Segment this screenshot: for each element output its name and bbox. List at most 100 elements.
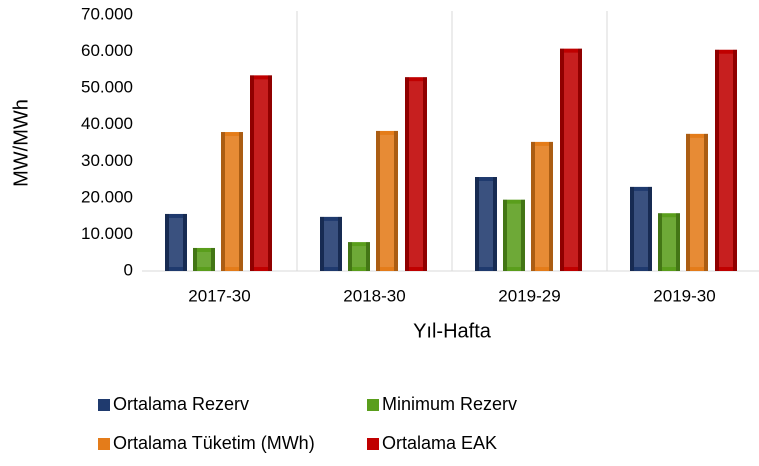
y-tick-label: 50.000 [81,78,133,97]
bar-highlight [507,203,521,267]
legend-swatch [98,399,110,411]
bar-shade [239,132,243,271]
bar-body [686,133,708,271]
legend-swatch [367,438,379,450]
y-tick-label: 0 [124,260,133,279]
y-tick-label: 30.000 [81,151,133,170]
bar-highlight [634,190,648,267]
bar-highlight [409,81,423,268]
bar [376,130,398,271]
bar [531,141,553,271]
bar-shade [549,141,553,271]
bar-shade [715,49,719,271]
bar-body [348,242,370,271]
bar-body [715,49,737,271]
legend-label: Minimum Rezerv [382,394,517,414]
legend-swatch [367,399,379,411]
bar-shade [268,75,272,271]
bar-body [221,132,243,271]
bar [630,186,652,271]
bar-body [320,216,342,271]
bar-shade [676,213,680,271]
bar-highlight [169,217,183,267]
bar-shade [193,247,197,271]
x-tick-label: 2018-30 [343,286,405,305]
bar-highlight [197,251,211,267]
legend-label: Ortalama Rezerv [113,394,249,414]
x-axis-title: Yıl-Hafta [413,320,492,342]
bar [348,242,370,271]
bar-shade [250,75,254,271]
bar-shade [475,177,479,271]
bar [560,48,582,271]
bar [250,75,272,271]
y-tick-label: 10.000 [81,224,133,243]
bar-shade [658,213,662,271]
bar-body [193,247,215,271]
bar-shade [531,141,535,271]
bar-body [560,48,582,271]
bar-body [503,199,525,271]
bar-shade [165,213,169,271]
bar-shade [405,77,409,272]
bar [221,132,243,271]
bar-shade [423,77,427,272]
bar-shade [221,132,225,271]
bar-shade [394,130,398,271]
bar-highlight [564,52,578,267]
bar-shade [348,242,352,271]
bar-body [165,213,187,271]
x-tick-label: 2019-30 [653,286,715,305]
y-tick-label: 40.000 [81,114,133,133]
legend-label: Ortalama EAK [382,433,497,453]
bar [686,133,708,271]
bar-body [531,141,553,271]
bar-body [475,177,497,271]
bar-highlight [479,181,493,267]
x-tick-label: 2019-29 [498,286,560,305]
bar-highlight [324,220,338,267]
bar-shade [338,216,342,271]
bar-shade [376,130,380,271]
bar-shade [503,199,507,271]
x-tick-label: 2017-30 [188,286,250,305]
bar-shade [560,48,564,271]
bar-shade [648,186,652,271]
bar [165,213,187,271]
bar-shade [733,49,737,271]
y-tick-label: 20.000 [81,187,133,206]
bar [475,177,497,271]
bar-body [658,213,680,271]
bar-highlight [225,136,239,267]
bar [320,216,342,271]
y-tick-label: 60.000 [81,41,133,60]
bar-shade [686,133,690,271]
bar-shade [493,177,497,271]
y-tick-label: 70.000 [81,4,133,23]
bar-shade [630,186,634,271]
bar-body [630,186,652,271]
bar-body [376,130,398,271]
bar-shade [521,199,525,271]
bar-highlight [535,145,549,267]
bar-shade [704,133,708,271]
legend-label: Ortalama Tüketim (MWh) [113,433,315,453]
bar-highlight [352,246,366,267]
bar-shade [578,48,582,271]
bar-shade [320,216,324,271]
bar-shade [183,213,187,271]
bar-highlight [254,79,268,267]
bar-highlight [719,53,733,267]
bar-body [405,77,427,272]
bar [658,213,680,271]
bar-highlight [380,134,394,267]
bar [503,199,525,271]
bar-shade [211,247,215,271]
bar-highlight [690,137,704,267]
bar-body [250,75,272,271]
bar [405,77,427,272]
y-axis-title: MW/MWh [10,99,32,187]
legend-swatch [98,438,110,450]
bar-highlight [662,217,676,267]
